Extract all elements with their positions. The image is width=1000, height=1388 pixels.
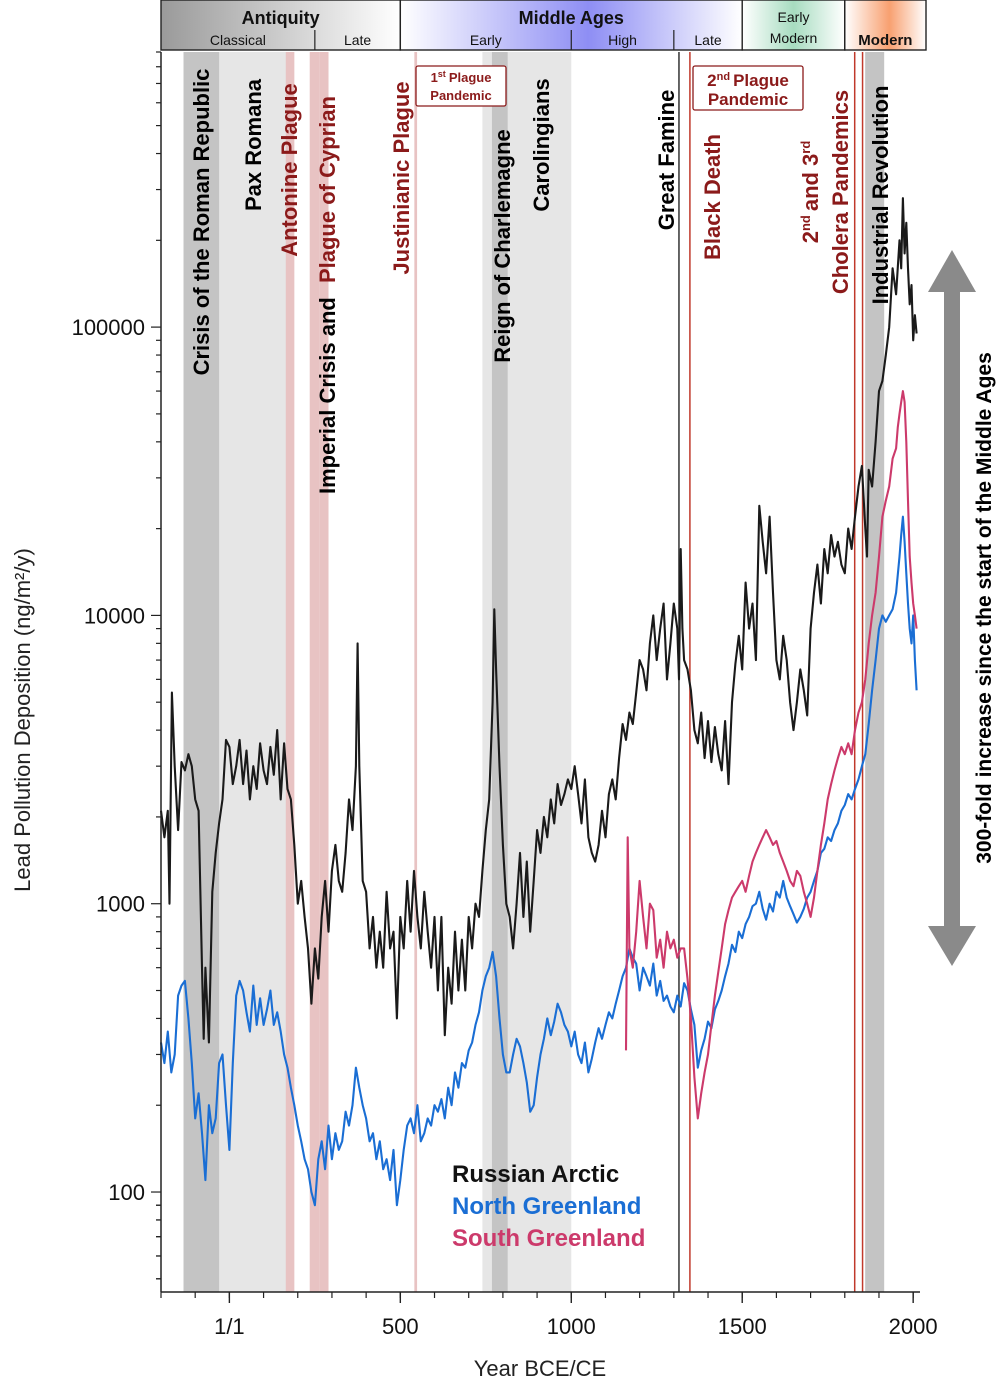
x-tick-label: 1500 <box>718 1314 767 1339</box>
increase-arrow: 300-fold increase since the start of the… <box>928 250 996 966</box>
label-carolingians: Carolingians <box>529 78 554 211</box>
band-4 <box>414 52 418 1292</box>
era-sub-label: High <box>608 32 637 48</box>
legend: Russian Arctic North Greenland South Gre… <box>452 1161 645 1252</box>
label-industrial-revolution: Industrial Revolution <box>868 86 893 305</box>
label-crisis-roman-republic: Crisis of the Roman Republic <box>189 69 214 376</box>
era-label-2-0: Early <box>778 9 810 25</box>
label-cholera-line1: 2ndand 3rd <box>798 141 823 244</box>
label-black-death: Black Death <box>700 134 725 260</box>
era-sub-label: Classical <box>210 32 266 48</box>
series-line-2 <box>624 390 918 1120</box>
label-antonine-plague: Antonine Plague <box>277 83 302 257</box>
band-2 <box>285 52 295 1292</box>
band-dark-0 <box>183 52 220 1292</box>
y-tick-label: 10000 <box>84 603 145 628</box>
svg-text:Pandemic: Pandemic <box>430 88 491 103</box>
era-label-0: Antiquity <box>242 8 320 28</box>
era-label-1: Middle Ages <box>519 8 624 28</box>
legend-north-greenland: North Greenland <box>452 1193 641 1220</box>
x-axis-title: Year BCE/CE <box>474 1356 606 1381</box>
label-imperial-crisis-cyprian: Imperial Crisis and Plague of Cyprian <box>315 96 340 494</box>
historical-period-bands <box>183 52 885 1292</box>
period-labels: Crisis of the Roman Republic Pax Romana … <box>189 69 893 494</box>
era-band-3 <box>844 0 927 51</box>
era-sub-label: Early <box>470 32 502 48</box>
era-header: Antiquity Classical Late Middle Ages Early Hi… <box>160 0 927 51</box>
label-cholera-line2: Cholera Pandemics <box>828 90 853 294</box>
band-3-b <box>319 52 329 1292</box>
x-tick-label: 2000 <box>889 1314 938 1339</box>
legend-south-greenland: South Greenland <box>452 1225 645 1252</box>
era-sub-label: Late <box>694 32 721 48</box>
label-great-famine: Great Famine <box>654 90 679 231</box>
label-reign-of-charlemagne: Reign of Charlemagne <box>490 129 515 362</box>
y-axis-title: Lead Pollution Deposition (ng/m²/y) <box>10 548 35 892</box>
era-band-2 <box>741 0 846 51</box>
era-band-0 <box>160 0 402 51</box>
series-line-1 <box>159 515 918 1207</box>
series-line-0 <box>159 197 918 1044</box>
second-plague-pandemic-box: 2nd Plague Pandemic <box>692 65 804 111</box>
era-sub-label: Late <box>344 32 371 48</box>
label-pax-romana: Pax Romana <box>241 78 266 211</box>
axes: 100 1000 10000 100000 1/1 500 1000 1500 2000 <box>72 51 938 1339</box>
legend-russian-arctic: Russian Arctic <box>452 1161 619 1188</box>
x-tick-label: 1/1 <box>214 1314 245 1339</box>
y-tick-label: 1000 <box>96 892 145 917</box>
x-tick-label: 1000 <box>547 1314 596 1339</box>
era-label-3: Modern <box>858 32 912 49</box>
increase-arrow-label: 300-fold increase since the start of the… <box>973 352 996 864</box>
y-tick-label: 100000 <box>72 315 145 340</box>
band-3-a <box>309 52 320 1292</box>
data-series <box>159 197 918 1207</box>
x-tick-label: 500 <box>382 1314 419 1339</box>
svg-text:Pandemic: Pandemic <box>708 90 788 109</box>
y-tick-label: 100 <box>108 1180 145 1205</box>
first-plague-pandemic-box: 1st Plague Pandemic <box>415 65 507 107</box>
label-justinianic-plague: Justinianic Plague <box>389 81 414 274</box>
era-label-2-1: Modern <box>770 30 817 46</box>
